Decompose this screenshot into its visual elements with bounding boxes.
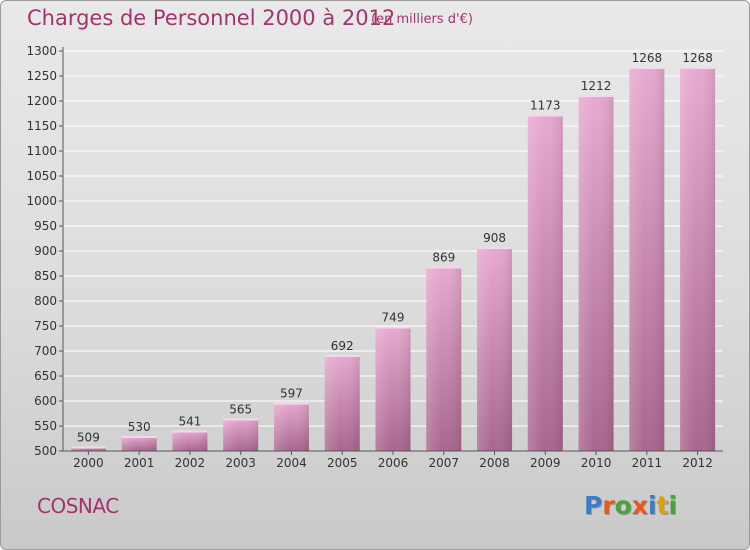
bar-shade — [324, 355, 360, 451]
y-tick-label: 1000 — [26, 194, 57, 208]
x-tick-label: 2011 — [632, 456, 663, 470]
value-label: 869 — [432, 251, 455, 265]
bar-shade — [680, 67, 716, 451]
value-label: 530 — [128, 420, 151, 434]
axes: 500 550 600 650 700 750 800 850 900 950 1000 1050 11… — [26, 44, 723, 470]
y-tick-label: 600 — [34, 394, 57, 408]
bar-shade — [121, 436, 157, 451]
x-tick-label: 2001 — [124, 456, 155, 470]
value-label: 1173 — [530, 99, 561, 113]
value-label: 541 — [178, 415, 201, 429]
value-label: 565 — [229, 403, 252, 417]
bar-highlight — [121, 436, 157, 438]
bar-highlight — [273, 402, 309, 405]
logo-letter: t — [656, 491, 669, 520]
bar-highlight — [223, 418, 259, 421]
bar-shade — [578, 95, 614, 451]
y-tick-label: 750 — [34, 319, 57, 333]
logo-letter: x — [631, 491, 648, 520]
bar-shade — [375, 326, 411, 451]
value-label: 1212 — [581, 79, 612, 93]
x-tick-label: 2007 — [428, 456, 459, 470]
chart-title: Charges de Personnel 2000 à 2012 — [27, 6, 396, 30]
y-tick-label: 550 — [34, 419, 57, 433]
proxiti-logo: Proxiti — [584, 491, 677, 520]
bar-highlight — [527, 114, 563, 117]
x-tick-label: 2012 — [682, 456, 713, 470]
bar-shade — [172, 430, 208, 451]
y-tick-label: 1150 — [26, 119, 57, 133]
bar-shade — [223, 418, 259, 451]
logo-letter: i — [648, 491, 657, 520]
x-tick-label: 2008 — [479, 456, 510, 470]
bar-shade — [527, 114, 563, 451]
x-tick-label: 2010 — [581, 456, 612, 470]
bars — [70, 67, 716, 451]
y-tick-label: 1300 — [26, 44, 57, 58]
bar-shade — [629, 67, 665, 451]
value-label: 509 — [77, 431, 100, 445]
value-labels: 509 530 541 565 597 692 749 869 908 1173 1212 1268 1… — [77, 51, 713, 445]
y-tick-label: 500 — [34, 444, 57, 458]
y-tick-label: 900 — [34, 244, 57, 258]
bar-shade — [477, 247, 513, 451]
logo-letter: i — [668, 491, 678, 520]
y-tick-label: 700 — [34, 344, 57, 358]
x-tick-label: 2000 — [73, 456, 104, 470]
bar-highlight — [680, 67, 716, 69]
chart-subtitle: (en milliers d'€) — [371, 12, 473, 27]
x-tick-label: 2009 — [530, 456, 561, 470]
value-label: 692 — [331, 339, 354, 353]
x-tick-label: 2003 — [225, 456, 256, 470]
x-tick-label: 2002 — [175, 456, 206, 470]
value-label: 597 — [280, 387, 303, 401]
bar-highlight — [578, 95, 614, 97]
bar-highlight — [477, 247, 513, 249]
y-tick-label: 1050 — [26, 169, 57, 183]
bar-highlight — [324, 355, 360, 357]
y-tick-label: 850 — [34, 269, 57, 283]
x-tick-label: 2006 — [378, 456, 409, 470]
bar-highlight — [629, 67, 665, 69]
value-label: 1268 — [632, 51, 663, 65]
logo-letter: P — [584, 491, 603, 520]
bar-highlight — [426, 266, 462, 269]
bar-highlight — [70, 446, 106, 449]
bar-shade — [273, 402, 309, 451]
y-tick-label: 950 — [34, 219, 57, 233]
value-label: 1268 — [682, 51, 713, 65]
y-tick-label: 1250 — [26, 69, 57, 83]
logo-letter: r — [602, 491, 615, 520]
bar-shade — [70, 446, 106, 451]
city-name: COSNAC — [37, 494, 119, 518]
bar-highlight — [375, 326, 411, 329]
bar-shade — [426, 266, 462, 451]
y-tick-label: 1100 — [26, 144, 57, 158]
y-tick-label: 650 — [34, 369, 57, 383]
logo-letter: o — [614, 491, 632, 520]
bar-highlight — [172, 430, 208, 433]
y-tick-label: 800 — [34, 294, 57, 308]
y-tick-label: 1200 — [26, 94, 57, 108]
value-label: 749 — [382, 311, 405, 325]
x-tick-label: 2004 — [276, 456, 307, 470]
value-label: 908 — [483, 231, 506, 245]
x-tick-label: 2005 — [327, 456, 358, 470]
